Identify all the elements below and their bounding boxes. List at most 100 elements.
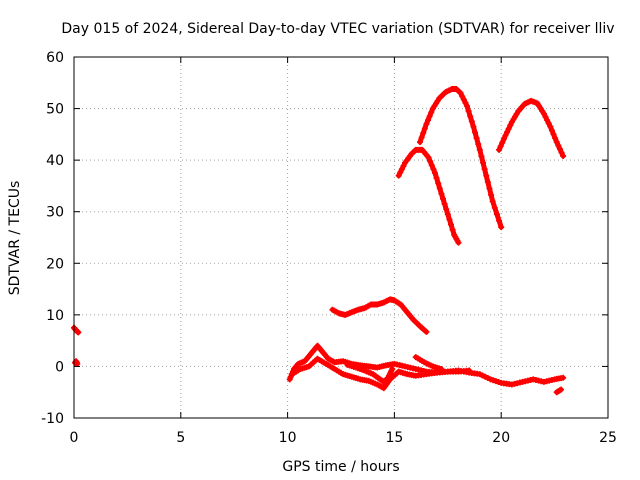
data-point (500, 135, 507, 142)
data-point (443, 206, 450, 213)
data-point (398, 166, 405, 173)
x-tick-label: 10 (279, 430, 297, 446)
data-point (426, 113, 433, 120)
data-point (446, 216, 453, 223)
data-point (496, 146, 503, 153)
data-point (486, 185, 493, 192)
series-early-b (72, 358, 81, 367)
series-early-a (71, 324, 82, 336)
data-point (427, 158, 434, 165)
data-point (476, 146, 483, 153)
x-axis-label: GPS time / hours (282, 459, 399, 475)
data-point (547, 123, 554, 130)
data-point (475, 141, 482, 148)
data-point (473, 135, 480, 142)
data-point (540, 110, 547, 117)
chart-title: Day 015 of 2024, Sidereal Day-to-day VTE… (61, 21, 614, 37)
data-series (71, 85, 567, 396)
data-point (498, 224, 505, 231)
data-point (389, 366, 396, 373)
data-point (493, 211, 500, 218)
x-tick-label: 5 (176, 430, 185, 446)
data-point (436, 185, 443, 192)
data-point (433, 175, 440, 182)
x-tick-label: 15 (385, 430, 403, 446)
data-point (483, 172, 490, 179)
data-point (484, 179, 491, 186)
series-late-tail (553, 386, 565, 396)
data-point (423, 121, 430, 128)
data-point (468, 118, 475, 125)
data-point (455, 239, 462, 246)
data-point (548, 127, 555, 134)
data-point (444, 211, 451, 218)
x-tick-label: 20 (492, 430, 510, 446)
data-point (466, 367, 473, 374)
data-point (545, 120, 552, 127)
data-point (462, 99, 469, 106)
y-tick-label: 60 (46, 50, 64, 66)
data-point (75, 329, 82, 336)
y-tick-label: 30 (46, 205, 64, 221)
data-point (491, 204, 498, 211)
data-point (417, 139, 424, 146)
data-point (552, 135, 559, 142)
data-point (472, 129, 479, 136)
data-point (470, 123, 477, 130)
data-point (467, 113, 474, 120)
series-low-secondary (288, 355, 473, 392)
series-arc-16-20 (417, 85, 505, 231)
data-point (478, 153, 485, 160)
data-point (397, 169, 404, 176)
grid (74, 57, 608, 418)
data-point (560, 153, 567, 160)
plot-frame (73, 56, 609, 419)
data-point (435, 180, 442, 187)
data-point (438, 366, 445, 373)
data-point (460, 96, 467, 103)
data-point (428, 162, 435, 169)
data-point (502, 132, 509, 139)
data-point (425, 154, 432, 161)
data-point (74, 360, 81, 367)
data-point (456, 89, 463, 96)
data-point (556, 146, 563, 153)
series-arc-20-23 (496, 97, 567, 160)
data-point (430, 166, 437, 173)
data-point (383, 375, 390, 382)
data-point (400, 162, 407, 169)
y-tick-label: 50 (46, 102, 64, 118)
data-point (438, 190, 445, 197)
data-point (395, 172, 402, 179)
data-point (418, 134, 425, 141)
data-point (480, 159, 487, 166)
data-point (497, 143, 504, 150)
data-point (425, 117, 432, 124)
data-point (558, 386, 565, 393)
series-low-loop (344, 361, 396, 385)
data-point (481, 166, 488, 173)
x-tick-label: 0 (70, 430, 79, 446)
data-point (465, 108, 472, 115)
series-arc-15-18 (395, 146, 462, 246)
data-point (550, 131, 557, 138)
y-tick-label: 20 (46, 256, 64, 272)
y-axis-label: SDTVAR / TECUs (7, 181, 23, 296)
data-point (542, 113, 549, 120)
data-point (439, 195, 446, 202)
data-point (464, 102, 471, 109)
data-point (499, 139, 506, 146)
data-point (420, 130, 427, 137)
data-point (489, 198, 496, 205)
data-point (507, 122, 514, 129)
data-point (448, 221, 455, 228)
data-point (431, 170, 438, 177)
axis-ticks: 0 5 10 15 20 25 -10 0 10 20 30 40 50 60 (41, 50, 617, 446)
y-tick-label: 10 (46, 308, 64, 324)
y-tick-label: 40 (46, 153, 64, 169)
x-tick-label: 25 (599, 430, 617, 446)
data-point (488, 191, 495, 198)
data-point (459, 93, 466, 100)
data-point (558, 149, 565, 156)
